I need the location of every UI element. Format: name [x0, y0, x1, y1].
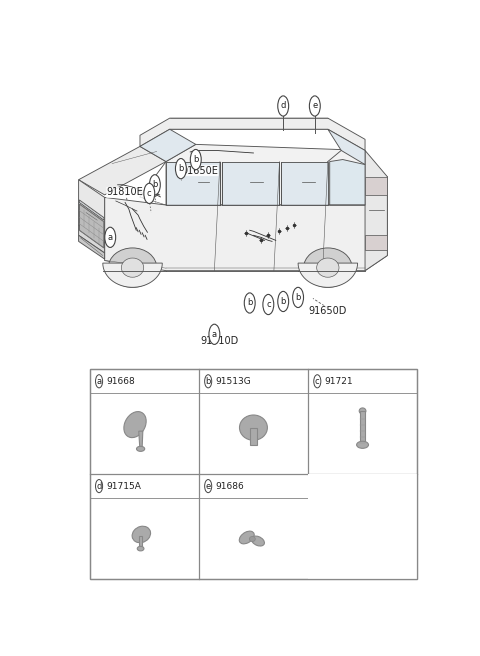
- Text: 91686: 91686: [216, 482, 244, 491]
- Ellipse shape: [209, 324, 220, 344]
- Ellipse shape: [314, 375, 321, 388]
- Ellipse shape: [278, 96, 288, 116]
- Ellipse shape: [359, 408, 366, 414]
- Ellipse shape: [96, 375, 103, 388]
- Polygon shape: [365, 176, 387, 195]
- Text: 91668: 91668: [107, 377, 135, 386]
- FancyBboxPatch shape: [308, 474, 417, 579]
- Ellipse shape: [204, 480, 212, 493]
- Polygon shape: [298, 263, 358, 287]
- Polygon shape: [139, 431, 143, 449]
- Text: e: e: [312, 102, 317, 110]
- Polygon shape: [79, 236, 105, 259]
- Text: 91721: 91721: [325, 377, 353, 386]
- Ellipse shape: [293, 287, 303, 308]
- Polygon shape: [360, 411, 365, 444]
- Ellipse shape: [121, 258, 144, 277]
- Ellipse shape: [137, 546, 144, 551]
- Text: 91810E: 91810E: [107, 188, 144, 197]
- Text: b: b: [295, 293, 301, 302]
- Polygon shape: [79, 204, 104, 248]
- Polygon shape: [79, 200, 104, 220]
- Text: b: b: [152, 180, 157, 190]
- Polygon shape: [140, 129, 196, 161]
- Text: 91650E: 91650E: [181, 166, 218, 176]
- Ellipse shape: [249, 537, 255, 542]
- Ellipse shape: [105, 227, 116, 247]
- Polygon shape: [79, 146, 166, 195]
- Polygon shape: [139, 536, 142, 548]
- Ellipse shape: [240, 415, 267, 440]
- Polygon shape: [330, 159, 365, 205]
- Ellipse shape: [310, 96, 320, 116]
- Polygon shape: [328, 129, 365, 165]
- Text: 91810D: 91810D: [201, 336, 239, 346]
- Polygon shape: [166, 161, 220, 205]
- Ellipse shape: [244, 293, 255, 313]
- Text: b: b: [193, 155, 198, 164]
- Polygon shape: [140, 118, 365, 150]
- Text: c: c: [315, 377, 320, 386]
- Text: e: e: [205, 482, 211, 491]
- Text: d: d: [96, 482, 102, 491]
- Text: 91513G: 91513G: [216, 377, 252, 386]
- Text: a: a: [212, 330, 217, 338]
- FancyBboxPatch shape: [90, 369, 417, 579]
- Text: 91715A: 91715A: [107, 482, 142, 491]
- Text: a: a: [96, 377, 102, 386]
- Text: a: a: [108, 233, 113, 242]
- Ellipse shape: [317, 258, 339, 277]
- Text: c: c: [147, 189, 152, 198]
- Ellipse shape: [278, 291, 288, 312]
- Polygon shape: [365, 150, 387, 271]
- Text: b: b: [280, 297, 286, 306]
- Polygon shape: [79, 225, 105, 253]
- Ellipse shape: [176, 159, 186, 178]
- Ellipse shape: [108, 248, 157, 287]
- Ellipse shape: [124, 411, 146, 438]
- Ellipse shape: [357, 441, 369, 448]
- Ellipse shape: [204, 375, 212, 388]
- Text: 91650D: 91650D: [309, 306, 347, 316]
- Polygon shape: [250, 428, 257, 445]
- Polygon shape: [79, 180, 105, 243]
- Polygon shape: [365, 236, 387, 251]
- Ellipse shape: [252, 536, 264, 546]
- Polygon shape: [222, 161, 279, 205]
- Text: b: b: [178, 164, 183, 173]
- Ellipse shape: [144, 183, 155, 203]
- Ellipse shape: [304, 248, 352, 287]
- Polygon shape: [281, 161, 328, 205]
- Polygon shape: [103, 263, 162, 287]
- Ellipse shape: [263, 295, 274, 315]
- Ellipse shape: [96, 480, 103, 493]
- Ellipse shape: [239, 531, 254, 544]
- Ellipse shape: [191, 150, 201, 170]
- Text: c: c: [266, 300, 271, 309]
- Polygon shape: [105, 197, 387, 271]
- Ellipse shape: [136, 446, 144, 451]
- Ellipse shape: [132, 526, 151, 543]
- Polygon shape: [146, 192, 158, 200]
- Text: b: b: [247, 298, 252, 308]
- Text: d: d: [280, 102, 286, 110]
- Polygon shape: [166, 144, 387, 205]
- Text: b: b: [205, 377, 211, 386]
- Ellipse shape: [149, 174, 160, 195]
